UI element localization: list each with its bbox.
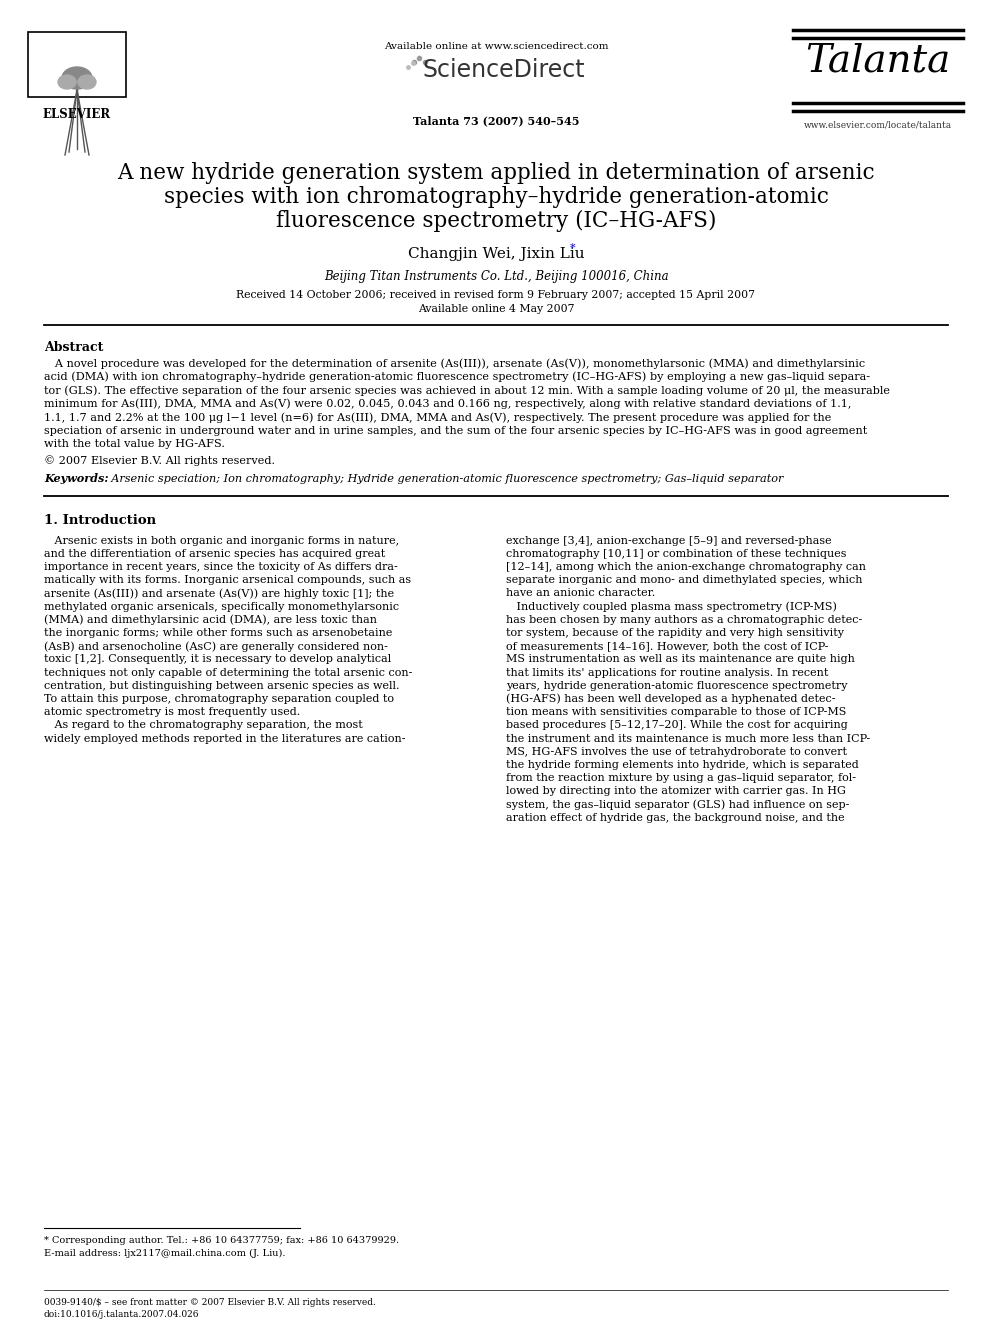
Text: matically with its forms. Inorganic arsenical compounds, such as: matically with its forms. Inorganic arse…	[44, 576, 411, 585]
Text: and the differentiation of arsenic species has acquired great: and the differentiation of arsenic speci…	[44, 549, 385, 558]
Text: Abstract: Abstract	[44, 341, 103, 355]
Text: Received 14 October 2006; received in revised form 9 February 2007; accepted 15 : Received 14 October 2006; received in re…	[236, 290, 756, 300]
Text: MS, HG-AFS involves the use of tetrahydroborate to convert: MS, HG-AFS involves the use of tetrahydr…	[506, 746, 847, 757]
Text: 1.1, 1.7 and 2.2% at the 100 μg l−1 level (n=6) for As(III), DMA, MMA and As(V),: 1.1, 1.7 and 2.2% at the 100 μg l−1 leve…	[44, 411, 831, 422]
Text: To attain this purpose, chromatography separation coupled to: To attain this purpose, chromatography s…	[44, 693, 394, 704]
Text: techniques not only capable of determining the total arsenic con-: techniques not only capable of determini…	[44, 668, 413, 677]
Text: species with ion chromatography–hydride generation-atomic: species with ion chromatography–hydride …	[164, 187, 828, 208]
Text: A new hydride generation system applied in determination of arsenic: A new hydride generation system applied …	[117, 161, 875, 184]
Text: lowed by directing into the atomizer with carrier gas. In HG: lowed by directing into the atomizer wit…	[506, 786, 846, 796]
Text: © 2007 Elsevier B.V. All rights reserved.: © 2007 Elsevier B.V. All rights reserved…	[44, 455, 275, 466]
Text: Talanta 73 (2007) 540–545: Talanta 73 (2007) 540–545	[413, 115, 579, 126]
Ellipse shape	[62, 67, 92, 89]
Text: with the total value by HG-AFS.: with the total value by HG-AFS.	[44, 439, 225, 448]
Text: ELSEVIER: ELSEVIER	[43, 108, 111, 120]
Text: speciation of arsenic in underground water and in urine samples, and the sum of : speciation of arsenic in underground wat…	[44, 426, 867, 435]
Text: aration effect of hydride gas, the background noise, and the: aration effect of hydride gas, the backg…	[506, 812, 844, 823]
Text: importance in recent years, since the toxicity of As differs dra-: importance in recent years, since the to…	[44, 562, 398, 572]
Text: the hydride forming elements into hydride, which is separated: the hydride forming elements into hydrid…	[506, 759, 859, 770]
Text: years, hydride generation-atomic fluorescence spectrometry: years, hydride generation-atomic fluores…	[506, 681, 847, 691]
Text: doi:10.1016/j.talanta.2007.04.026: doi:10.1016/j.talanta.2007.04.026	[44, 1310, 199, 1319]
Text: *: *	[570, 243, 575, 253]
Text: ScienceDirect: ScienceDirect	[423, 58, 585, 82]
Text: (HG-AFS) has been well developed as a hyphenated detec-: (HG-AFS) has been well developed as a hy…	[506, 693, 835, 704]
Text: Keywords:: Keywords:	[44, 474, 108, 484]
Text: the instrument and its maintenance is much more less than ICP-: the instrument and its maintenance is mu…	[506, 733, 870, 744]
Text: toxic [1,2]. Consequently, it is necessary to develop analytical: toxic [1,2]. Consequently, it is necessa…	[44, 655, 391, 664]
Text: the inorganic forms; while other forms such as arsenobetaine: the inorganic forms; while other forms s…	[44, 628, 393, 638]
Text: E-mail address: ljx2117@mail.china.com (J. Liu).: E-mail address: ljx2117@mail.china.com (…	[44, 1249, 286, 1258]
Text: methylated organic arsenicals, specifically monomethylarsonic: methylated organic arsenicals, specifica…	[44, 602, 399, 611]
Text: from the reaction mixture by using a gas–liquid separator, fol-: from the reaction mixture by using a gas…	[506, 773, 856, 783]
Text: Changjin Wei, Jixin Liu: Changjin Wei, Jixin Liu	[408, 247, 584, 261]
Ellipse shape	[78, 75, 96, 89]
Text: * Corresponding author. Tel.: +86 10 64377759; fax: +86 10 64379929.: * Corresponding author. Tel.: +86 10 643…	[44, 1236, 399, 1245]
Text: tor (GLS). The effective separation of the four arsenic species was achieved in : tor (GLS). The effective separation of t…	[44, 385, 890, 396]
Text: Available online 4 May 2007: Available online 4 May 2007	[418, 304, 574, 314]
Text: tion means with sensitivities comparable to those of ICP-MS: tion means with sensitivities comparable…	[506, 706, 846, 717]
Text: 0039-9140/$ – see front matter © 2007 Elsevier B.V. All rights reserved.: 0039-9140/$ – see front matter © 2007 El…	[44, 1298, 376, 1307]
Text: Arsenic speciation; Ion chromatography; Hydride generation-atomic fluorescence s: Arsenic speciation; Ion chromatography; …	[104, 474, 784, 483]
Text: that limits its' applications for routine analysis. In recent: that limits its' applications for routin…	[506, 668, 828, 677]
Text: atomic spectrometry is most frequently used.: atomic spectrometry is most frequently u…	[44, 706, 301, 717]
Text: Arsenic exists in both organic and inorganic forms in nature,: Arsenic exists in both organic and inorg…	[44, 536, 399, 545]
Text: system, the gas–liquid separator (GLS) had influence on sep-: system, the gas–liquid separator (GLS) h…	[506, 799, 849, 810]
Text: (MMA) and dimethylarsinic acid (DMA), are less toxic than: (MMA) and dimethylarsinic acid (DMA), ar…	[44, 615, 377, 626]
Text: fluorescence spectrometry (IC–HG-AFS): fluorescence spectrometry (IC–HG-AFS)	[276, 210, 716, 232]
Bar	[28, 32, 126, 97]
Text: exchange [3,4], anion-exchange [5–9] and reversed-phase: exchange [3,4], anion-exchange [5–9] and…	[506, 536, 831, 545]
Text: 1. Introduction: 1. Introduction	[44, 513, 156, 527]
Text: widely employed methods reported in the literatures are cation-: widely employed methods reported in the …	[44, 733, 406, 744]
Text: centration, but distinguishing between arsenic species as well.: centration, but distinguishing between a…	[44, 681, 400, 691]
Text: arsenite (As(III)) and arsenate (As(V)) are highly toxic [1]; the: arsenite (As(III)) and arsenate (As(V)) …	[44, 589, 394, 599]
Text: Available online at www.sciencedirect.com: Available online at www.sciencedirect.co…	[384, 42, 608, 52]
Text: (AsB) and arsenocholine (AsC) are generally considered non-: (AsB) and arsenocholine (AsC) are genera…	[44, 642, 388, 652]
Text: has been chosen by many authors as a chromatographic detec-: has been chosen by many authors as a chr…	[506, 615, 862, 624]
Ellipse shape	[58, 75, 76, 89]
Text: of measurements [14–16]. However, both the cost of ICP-: of measurements [14–16]. However, both t…	[506, 642, 828, 651]
Text: chromatography [10,11] or combination of these techniques: chromatography [10,11] or combination of…	[506, 549, 846, 558]
Text: MS instrumentation as well as its maintenance are quite high: MS instrumentation as well as its mainte…	[506, 655, 855, 664]
Text: minimum for As(III), DMA, MMA and As(V) were 0.02, 0.045, 0.043 and 0.166 ng, re: minimum for As(III), DMA, MMA and As(V) …	[44, 398, 851, 409]
Text: separate inorganic and mono- and dimethylated species, which: separate inorganic and mono- and dimethy…	[506, 576, 862, 585]
Text: Talanta: Talanta	[806, 44, 950, 79]
Text: Beijing Titan Instruments Co. Ltd., Beijing 100016, China: Beijing Titan Instruments Co. Ltd., Beij…	[323, 270, 669, 283]
Text: based procedures [5–12,17–20]. While the cost for acquiring: based procedures [5–12,17–20]. While the…	[506, 720, 848, 730]
Text: [12–14], among which the anion-exchange chromatography can: [12–14], among which the anion-exchange …	[506, 562, 866, 572]
Text: acid (DMA) with ion chromatography–hydride generation-atomic fluorescence spectr: acid (DMA) with ion chromatography–hydri…	[44, 372, 870, 382]
Text: Inductively coupled plasma mass spectrometry (ICP-MS): Inductively coupled plasma mass spectrom…	[506, 602, 837, 613]
Text: As regard to the chromatography separation, the most: As regard to the chromatography separati…	[44, 720, 363, 730]
Text: have an anionic character.: have an anionic character.	[506, 589, 656, 598]
Text: A novel procedure was developed for the determination of arsenite (As(III)), ars: A novel procedure was developed for the …	[44, 359, 865, 369]
Text: tor system, because of the rapidity and very high sensitivity: tor system, because of the rapidity and …	[506, 628, 844, 638]
Text: www.elsevier.com/locate/talanta: www.elsevier.com/locate/talanta	[804, 120, 952, 130]
